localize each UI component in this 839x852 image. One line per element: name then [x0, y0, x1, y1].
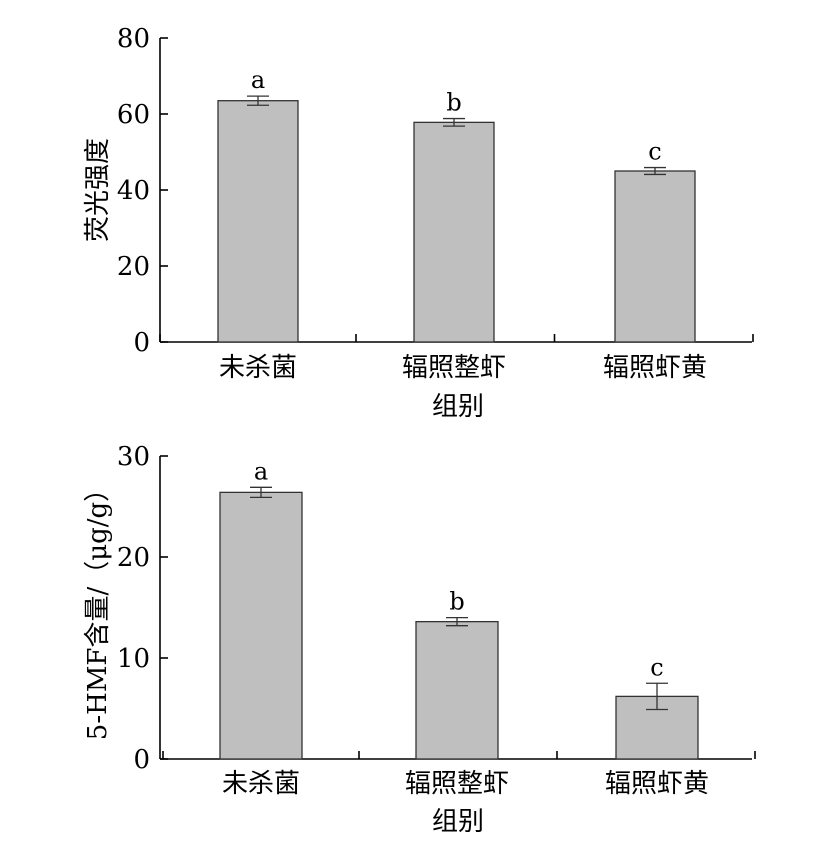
significance-label: b [446, 89, 461, 117]
chart-5hmf-content: 5-HMF含量/（μg/g） 组别 0 10 20 30 a 未杀菌 b 辐照整虾 c 辐照虾黄 [83, 442, 756, 837]
x-category-label: 辐照整虾 [402, 353, 506, 383]
bar-2 [413, 121, 495, 343]
significance-label: a [254, 457, 268, 485]
significance-label: c [650, 653, 663, 681]
y-tick-label: 10 [117, 644, 150, 674]
y-tick-label: 80 [117, 24, 150, 54]
x-axis-title: 组别 [432, 807, 484, 837]
x-axis-title: 组别 [432, 392, 484, 422]
bar-3 [614, 170, 696, 343]
significance-label: a [251, 66, 265, 94]
x-category-label: 未杀菌 [219, 353, 297, 383]
significance-label: b [449, 588, 464, 616]
y-tick-label: 20 [117, 543, 150, 573]
bar-1 [219, 491, 303, 760]
y-tick-label: 0 [133, 745, 150, 775]
x-category-label: 未杀菌 [222, 769, 300, 799]
y-axis-title: 荧光强度 [83, 138, 113, 242]
y-axis-title: 5-HMF含量/（μg/g） [83, 476, 113, 740]
x-category-label: 辐照虾黄 [603, 353, 707, 383]
y-tick-label: 40 [117, 176, 150, 206]
significance-label: c [648, 138, 661, 166]
y-tick-label: 60 [117, 100, 150, 130]
y-tick-label: 30 [117, 442, 150, 472]
y-tick-label: 0 [133, 328, 150, 358]
bar-2 [415, 620, 499, 760]
chart-fluorescence-intensity: 荧光强度 组别 0 20 40 60 80 a 未杀菌 b 辐照整虾 c 辐照虾黄 [83, 24, 754, 422]
x-category-label: 辐照整虾 [405, 769, 509, 799]
x-category-label: 辐照虾黄 [605, 769, 709, 799]
y-tick-label: 20 [117, 252, 150, 282]
bar-1 [217, 100, 299, 343]
